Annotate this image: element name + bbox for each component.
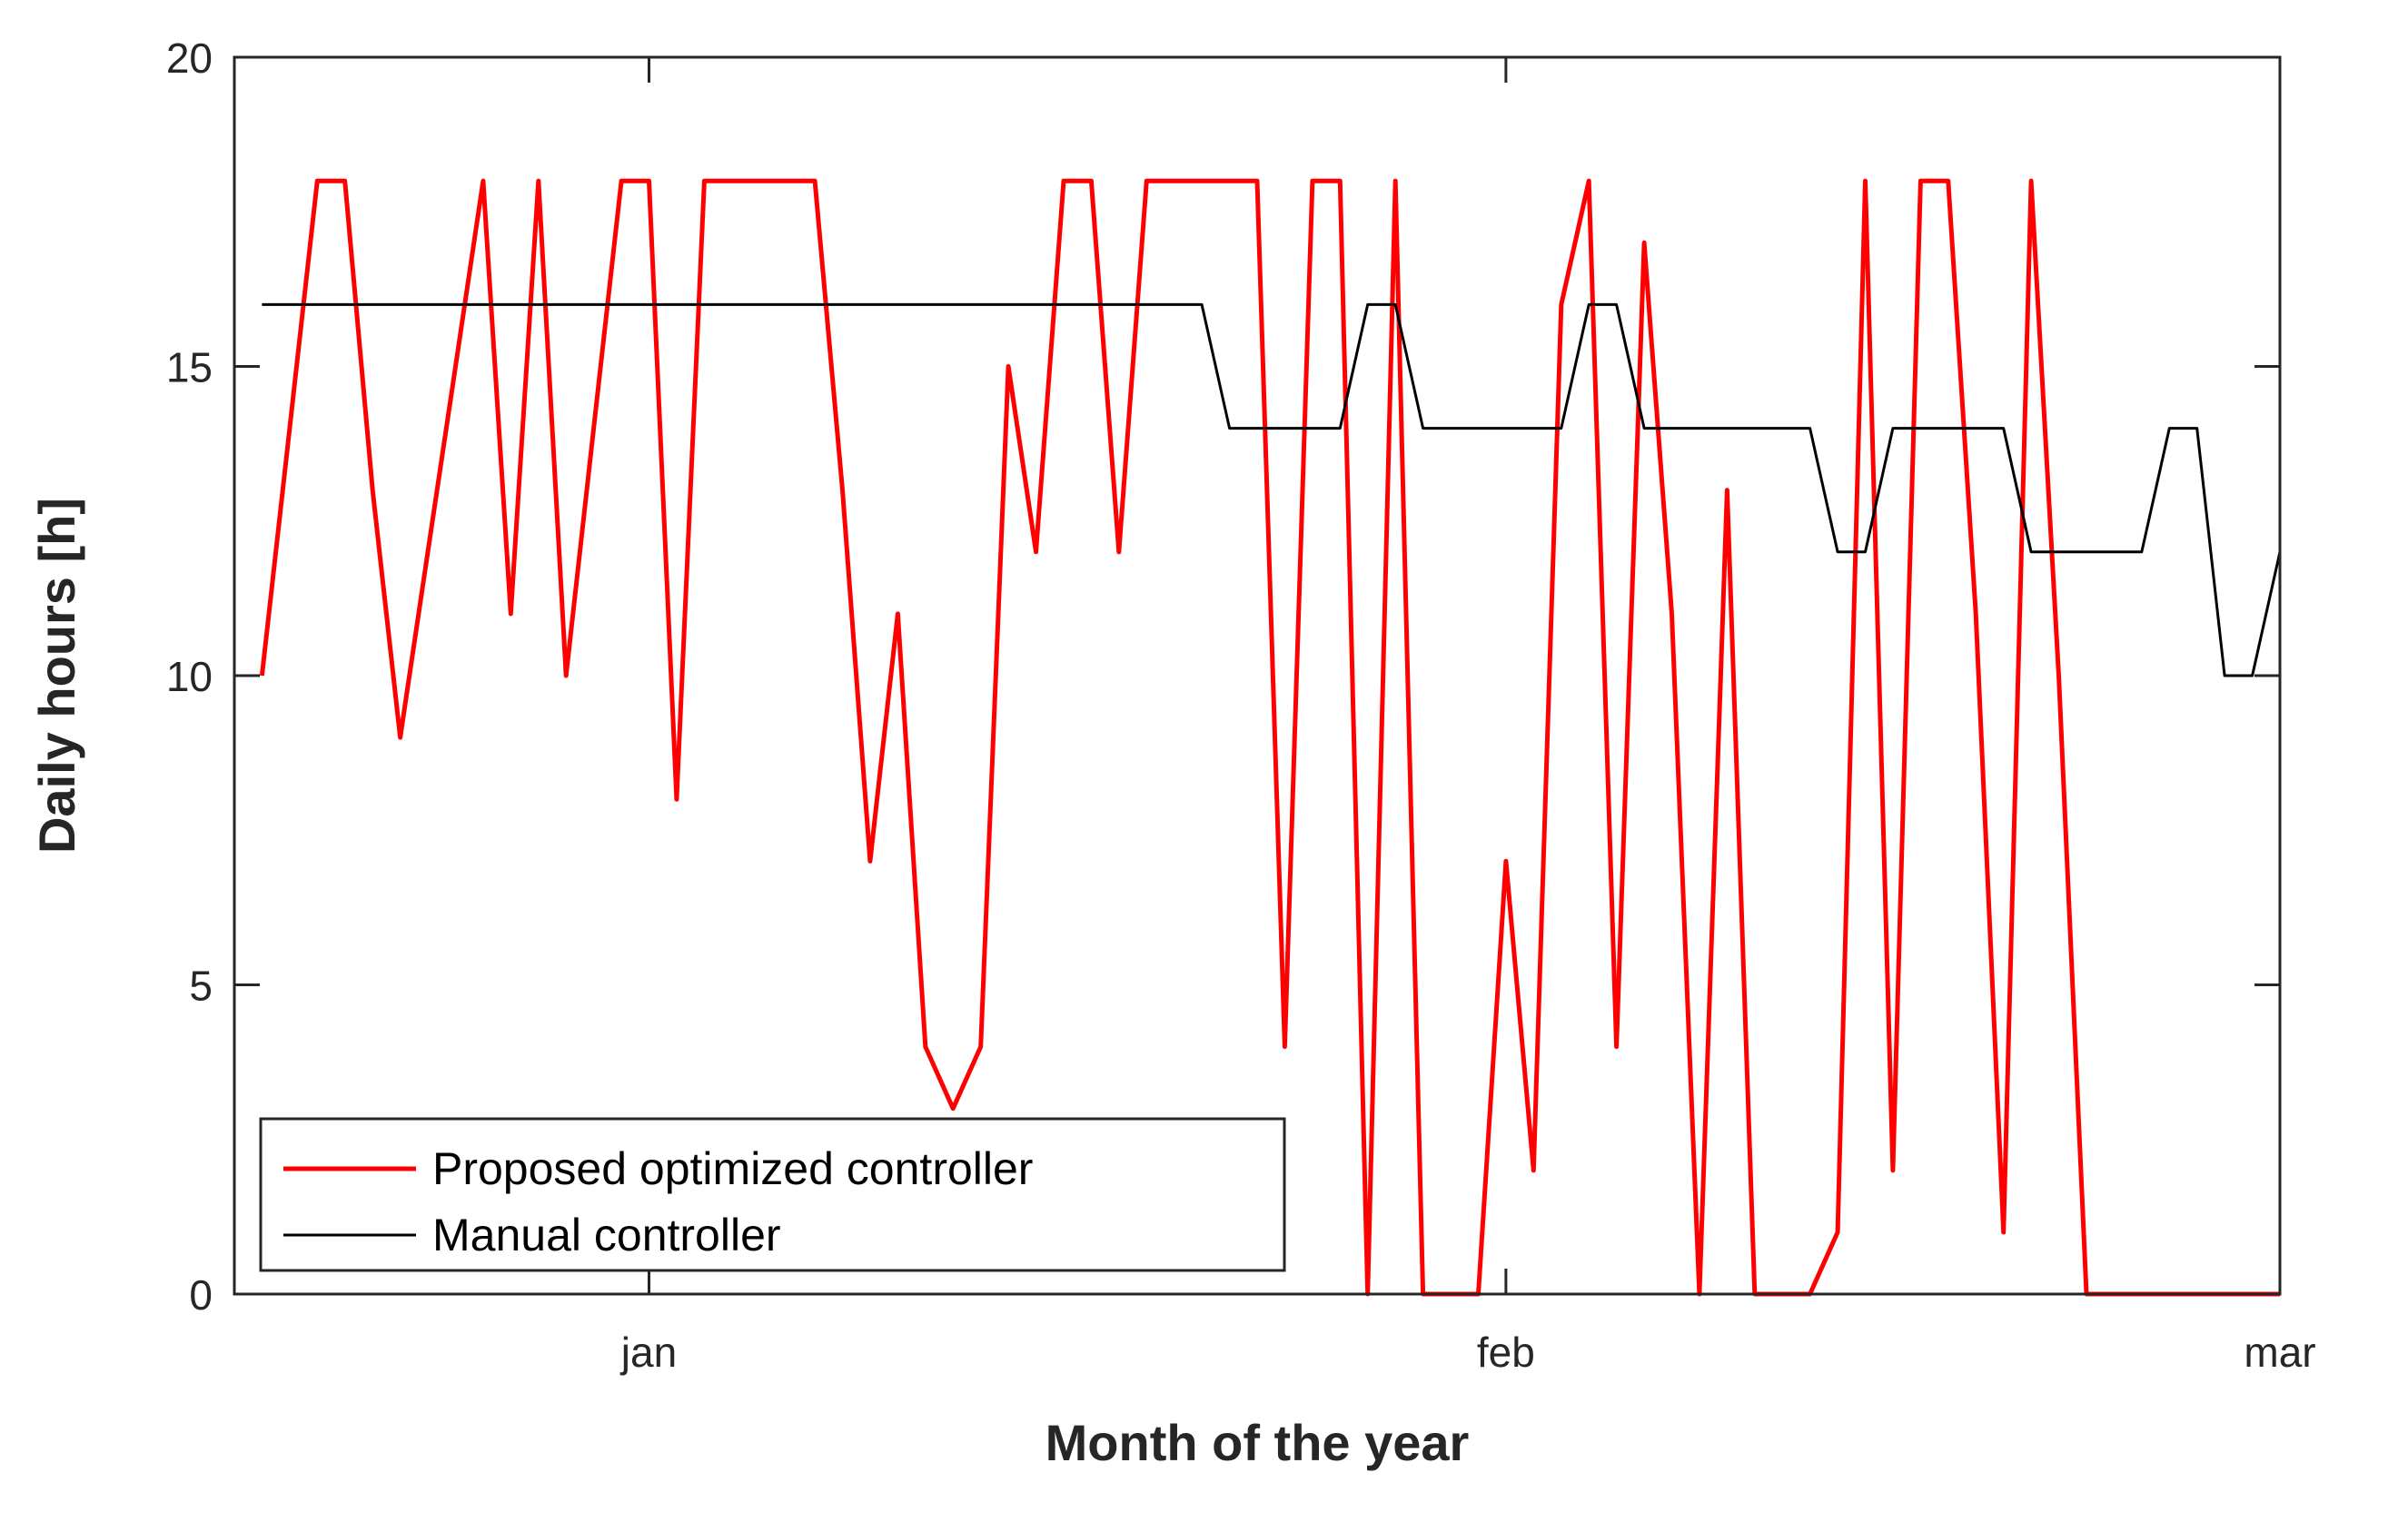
y-tick-label: 20 (166, 35, 213, 82)
x-axis-label: Month of the year (1045, 1414, 1470, 1471)
proposed-optimized-controller-line (259, 178, 2280, 1297)
x-tick-label: jan (619, 1329, 677, 1376)
legend-box (259, 1117, 1286, 1272)
y-tick-label: 5 (189, 963, 213, 1010)
legend-label-manual: Manual controller (432, 1210, 781, 1260)
y-axis-label: Daily hours [h] (28, 498, 85, 854)
legend: Proposed optimized controller Manual con… (259, 1117, 1286, 1272)
manual-controller-line (262, 302, 2282, 677)
y-tick-label: 0 (189, 1271, 213, 1319)
axis-ticks: 0 5 10 15 20 jan feb mar (166, 35, 2316, 1376)
y-tick-label: 10 (166, 653, 213, 700)
plot-area (234, 57, 2280, 1294)
y-tick-label: 15 (166, 344, 213, 391)
x-tick-label: feb (1477, 1329, 1535, 1376)
legend-label-proposed: Proposed optimized controller (432, 1143, 1033, 1194)
x-tick-label: mar (2244, 1329, 2315, 1376)
